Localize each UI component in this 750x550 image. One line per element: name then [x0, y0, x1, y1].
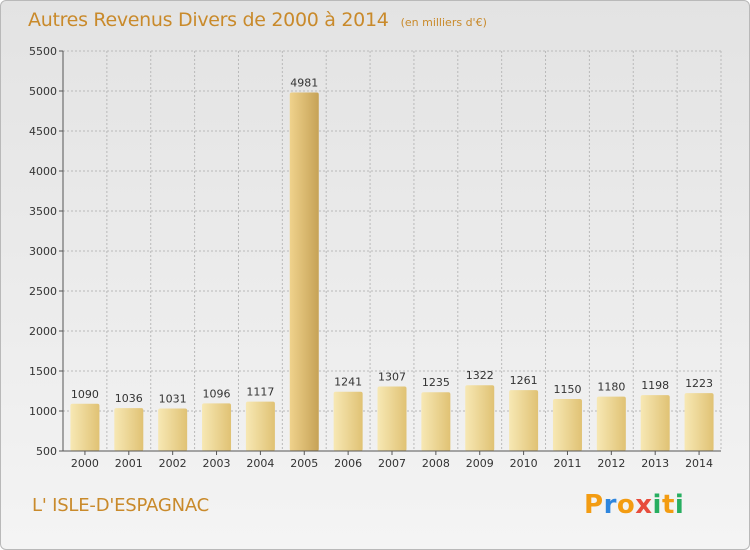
- data-label: 1223: [685, 377, 713, 390]
- data-label: 1031: [159, 393, 187, 406]
- data-label: 1322: [466, 369, 494, 382]
- data-label: 1235: [422, 376, 450, 389]
- y-tick-label: 3000: [29, 245, 57, 258]
- chart-title: Autres Revenus Divers de 2000 à 2014 (en…: [28, 9, 487, 31]
- x-tick-label: 2000: [71, 457, 99, 470]
- bar: [509, 390, 539, 451]
- location-name: L' ISLE-D'ESPAGNAC: [32, 495, 210, 516]
- bar: [333, 391, 363, 451]
- y-tick-label: 5000: [29, 85, 57, 98]
- logo-letter: i: [652, 490, 662, 520]
- bar: [114, 408, 144, 451]
- bar: [158, 408, 188, 451]
- bar: [289, 92, 319, 452]
- x-tick-label: 2008: [422, 457, 450, 470]
- bar: [596, 396, 626, 451]
- bar: [552, 399, 582, 451]
- data-label: 1198: [641, 379, 669, 392]
- x-tick-label: 2006: [334, 457, 362, 470]
- bar: [70, 403, 100, 451]
- logo-letter: x: [635, 490, 653, 520]
- data-label: 1117: [246, 386, 274, 399]
- x-tick-label: 2001: [115, 457, 143, 470]
- y-tick-label: 2500: [29, 285, 57, 298]
- x-tick-label: 2014: [685, 457, 713, 470]
- data-label: 1261: [510, 374, 538, 387]
- data-label: 1090: [71, 388, 99, 401]
- x-tick-label: 2002: [159, 457, 187, 470]
- data-label: 1180: [597, 381, 625, 394]
- data-labels: 1090 1036 1031 1096 1117 4981 1241 1307 1235 1322…: [71, 77, 713, 406]
- y-tick-label: 3500: [29, 205, 57, 218]
- y-tick-label: 1500: [29, 365, 57, 378]
- y-tick-label: 2000: [29, 325, 57, 338]
- chart-title-text: Autres Revenus Divers de 2000 à 2014: [28, 9, 389, 31]
- x-tick-label: 2005: [290, 457, 318, 470]
- logo-letter: t: [661, 490, 675, 520]
- x-tick-label: 2004: [246, 457, 274, 470]
- x-tick-label: 2007: [378, 457, 406, 470]
- x-tick-label: 2011: [553, 457, 581, 470]
- bar: [245, 401, 275, 451]
- y-tick-label: 4500: [29, 125, 57, 138]
- bar: [377, 386, 407, 451]
- y-tick-label: 1000: [29, 405, 57, 418]
- chart-subtitle: (en milliers d'€): [400, 16, 487, 29]
- bar: [465, 385, 495, 451]
- logo-letter: o: [616, 490, 636, 520]
- y-tick-label: 4000: [29, 165, 57, 178]
- data-label: 1241: [334, 376, 362, 389]
- bars: [70, 92, 714, 452]
- x-tick-label: 2013: [641, 457, 669, 470]
- x-tick-label: 2003: [203, 457, 231, 470]
- x-tick-label: 2010: [510, 457, 538, 470]
- x-tick-label: 2012: [597, 457, 625, 470]
- bar: [202, 403, 232, 451]
- bar: [684, 393, 714, 451]
- proxiti-logo: Proxiti: [584, 490, 684, 520]
- x-tick-label: 2009: [466, 457, 494, 470]
- logo-letter: P: [584, 490, 604, 520]
- bar: [421, 392, 451, 451]
- logo-letter: r: [603, 490, 617, 520]
- logo-letter: i: [674, 490, 685, 520]
- data-label: 1096: [203, 387, 231, 400]
- data-label: 4981: [290, 77, 318, 90]
- data-label: 1307: [378, 370, 406, 383]
- y-tick-label: 5500: [29, 45, 57, 58]
- data-label: 1150: [553, 383, 581, 396]
- data-label: 1036: [115, 392, 143, 405]
- bar: [640, 395, 670, 451]
- axes: 500 1000 1500 2000 2500 3000 3500 4000 4500 5000 5…: [29, 45, 721, 470]
- y-tick-label: 500: [36, 445, 57, 458]
